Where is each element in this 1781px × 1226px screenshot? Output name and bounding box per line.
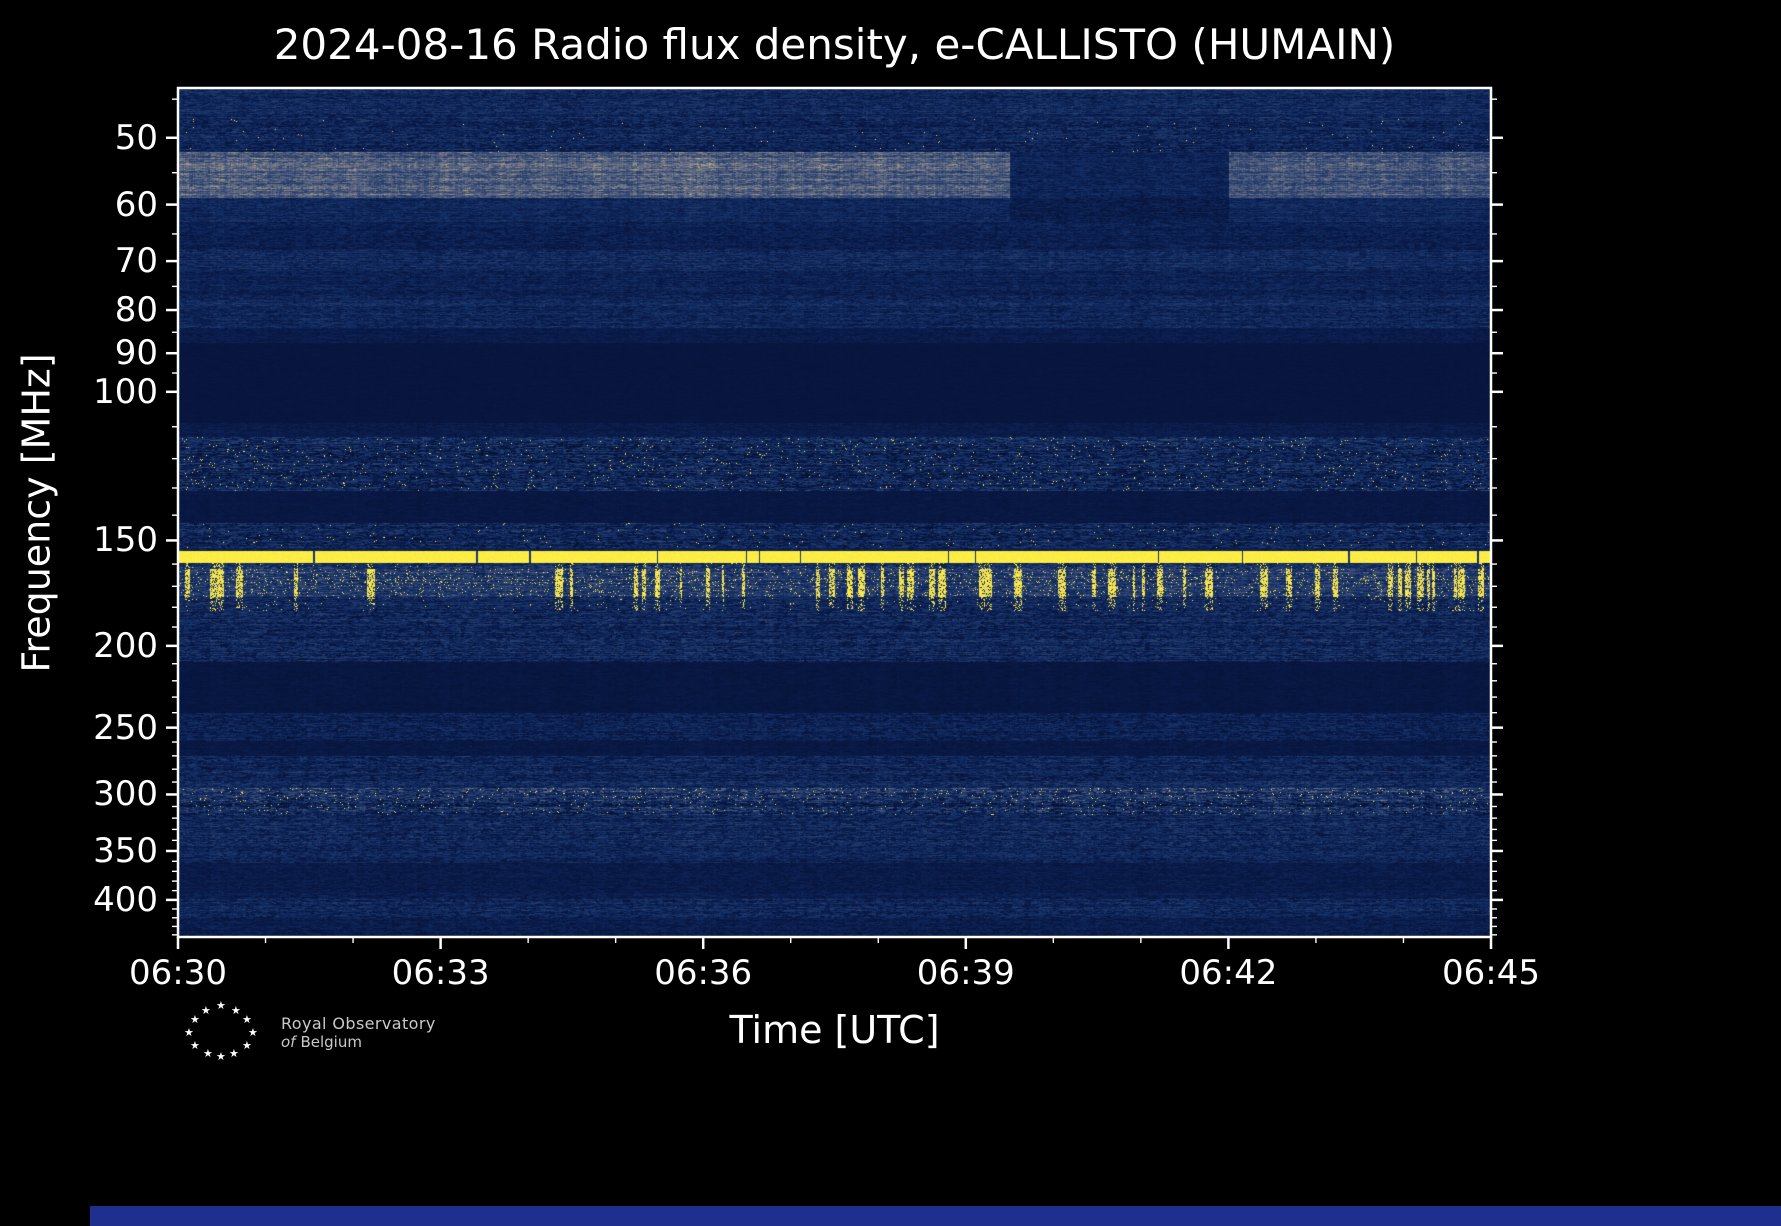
rob-logo-text-line1: Royal Observatory [281,1013,436,1033]
y-tick-label: 350 [93,830,158,871]
y-tick-label: 400 [93,879,158,920]
y-tick-label: 250 [93,707,158,748]
rob-logo-stars: ★ ★ ★ ★ ★ ★ ★ ★ ★ ★ ★ ★ [183,1000,261,1064]
y-axis-label: Frequency [MHz] [15,352,60,673]
x-tick-label: 06:36 [654,953,753,993]
rob-logo: ★ ★ ★ ★ ★ ★ ★ ★ ★ ★ ★ ★ Royal Observatory of Belgium [183,1000,436,1064]
footer-bar [90,1206,1781,1226]
star-icon: ★ [248,1026,258,1039]
star-icon: ★ [190,1013,200,1026]
y-tick-label: 100 [93,371,158,412]
star-icon: ★ [203,1047,213,1060]
star-icon: ★ [190,1039,200,1052]
y-tick-label: 150 [93,520,158,561]
axes-svg [166,86,1503,949]
y-tick-label: 300 [93,774,158,815]
y-tick-label: 50 [114,117,158,158]
star-icon: ★ [242,1013,252,1026]
star-icon: ★ [242,1039,252,1052]
y-tick-label: 80 [114,290,158,331]
rob-logo-belgium: Belgium [300,1032,362,1051]
rob-logo-of: of [281,1032,296,1051]
rob-logo-text-line2: of Belgium [281,1033,436,1051]
star-icon: ★ [229,1047,239,1060]
x-tick-label: 06:45 [1442,953,1540,993]
star-icon: ★ [201,1004,211,1017]
star-icon: ★ [184,1026,194,1039]
chart-title: 2024-08-16 Radio flux density, e-CALLIST… [273,20,1396,69]
y-axis-label-wrap: Frequency [MHz] [6,88,68,937]
star-icon: ★ [216,1050,226,1063]
x-tick-label: 06:39 [916,953,1015,993]
x-tick-label: 06:42 [1179,953,1278,993]
star-icon: ★ [231,1004,241,1017]
spectrogram-canvas [178,88,1491,937]
x-tick-label: 06:33 [391,953,490,993]
x-axis-label: Time [UTC] [729,1008,940,1052]
y-tick-label: 60 [114,184,158,225]
y-tick-label: 70 [114,241,158,282]
y-tick-label: 200 [93,625,158,666]
x-tick-label: 06:30 [129,953,227,993]
star-icon: ★ [216,999,226,1012]
y-tick-label: 90 [114,333,158,374]
rob-logo-text: Royal Observatory of Belgium [281,1014,436,1051]
